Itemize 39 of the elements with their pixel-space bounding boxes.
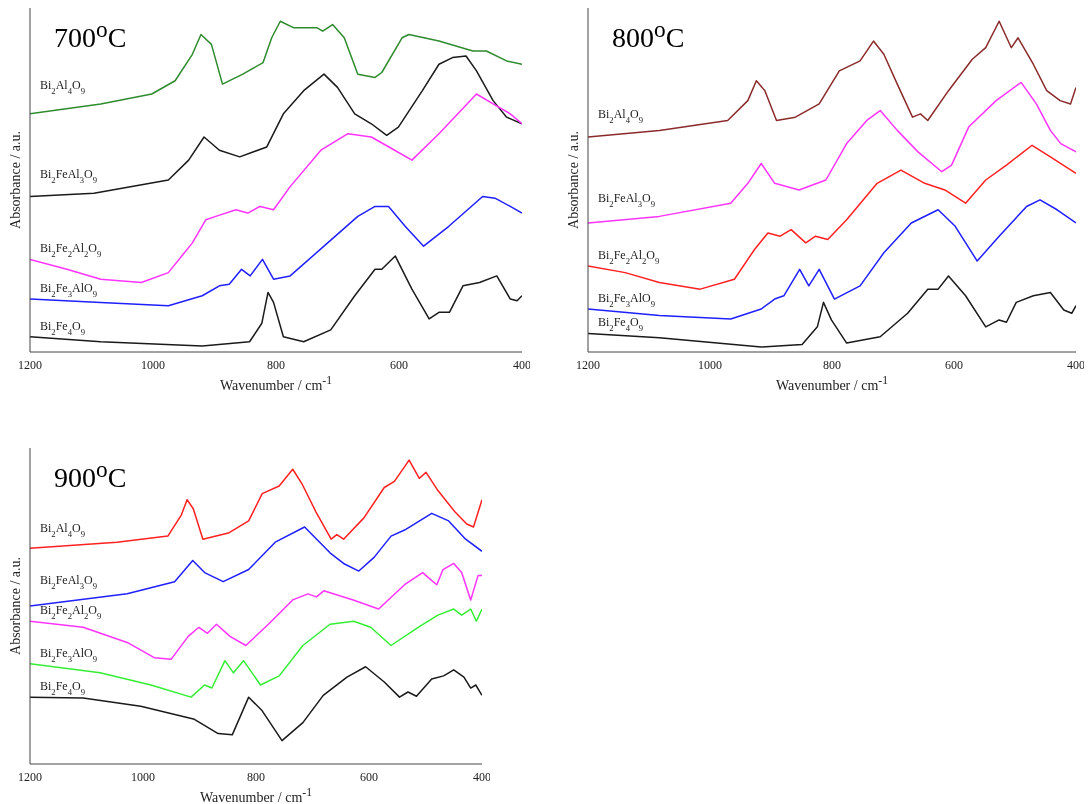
series-label: Bi$_{2}$Fe$_{2}$Al$_{2}$O$_{9}$ [598,248,660,266]
x-tick-label: 400 [473,769,491,784]
series-label: Bi$_{2}$Fe$_{4}$O$_{9}$ [598,315,643,334]
y-axis-title: Absorbance / a.u. [8,131,24,229]
chart-title: 700$^{o}$C [54,16,127,55]
series-label: Bi$_{2}$Al$_{4}$O$_{9}$ [40,78,85,97]
x-tick-label: 600 [390,357,408,372]
series-label: Bi$_{2}$Al$_{4}$O$_{9}$ [598,106,643,125]
series-label: Bi$_{2}$Fe$_{3}$AlO$_{9}$ [598,291,655,309]
x-tick-label: 1200 [18,357,42,372]
series-label: Bi$_{2}$FeAl$_{3}$O$_{9}$ [40,572,97,591]
x-tick-label: 1000 [131,769,155,784]
x-tick-label: 800 [247,769,265,784]
x-tick-label: 800 [823,357,841,372]
chart-title: 800$^{o}$C [612,16,685,55]
series-label: Bi$_{2}$Fe$_{3}$AlO$_{9}$ [40,645,97,664]
x-tick-label: 1000 [141,357,165,372]
y-axis-title: Absorbance / a.u. [566,131,582,229]
x-tick-label: 1200 [18,769,42,784]
series-label: Bi$_{2}$FeAl$_{3}$O$_{9}$ [40,167,97,186]
series-label: Bi$_{2}$Fe$_{4}$O$_{9}$ [40,318,85,337]
x-tick-label: 400 [1067,357,1085,372]
x-axis-title: Wavenumber / cm$^{-1}$ [199,786,313,804]
x-tick-label: 400 [513,357,531,372]
x-tick-label: 1200 [576,357,600,372]
series-label: Bi$_{2}$Fe$_{2}$Al$_{2}$O$_{9}$ [40,241,102,260]
series-label: Bi$_{2}$FeAl$_{3}$O$_{9}$ [598,191,655,210]
x-tick-label: 600 [360,769,378,784]
series-label: Bi$_{2}$Al$_{4}$O$_{9}$ [40,521,85,540]
x-tick-label: 800 [267,357,285,372]
chart-title: 900$^{o}$C [54,456,127,495]
series-label: Bi$_{2}$Fe$_{4}$O$_{9}$ [40,679,85,698]
y-axis-title: Absorbance / a.u. [8,557,24,655]
x-tick-label: 1000 [698,357,722,372]
x-axis-title: Wavenumber / cm$^{-1}$ [775,374,889,394]
x-axis-title: Wavenumber / cm$^{-1}$ [219,374,333,394]
series-label: Bi$_{2}$Fe$_{2}$Al$_{2}$O$_{9}$ [40,603,102,622]
x-tick-label: 600 [945,357,963,372]
series-label: Bi$_{2}$Fe$_{3}$AlO$_{9}$ [40,281,97,300]
